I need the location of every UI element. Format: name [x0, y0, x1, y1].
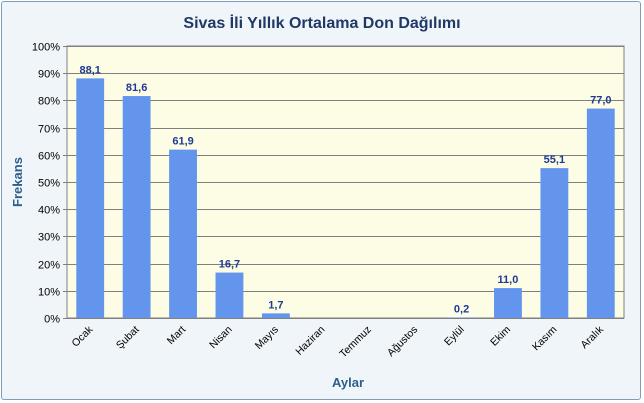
x-tick-label: Eylül: [442, 324, 467, 349]
bar: [122, 96, 151, 318]
x-tick-label: Kasım: [530, 323, 560, 353]
data-label: 0,2: [454, 303, 469, 315]
x-tick-label: Mayıs: [253, 324, 281, 352]
y-tick-label: 40%: [38, 205, 60, 217]
x-tick-label: Şubat: [114, 324, 142, 352]
bar: [261, 313, 290, 318]
y-tick-label: 0%: [44, 314, 60, 326]
x-tick-label: Aralık: [578, 323, 606, 351]
data-label: 11,0: [498, 274, 519, 286]
y-tick-label: 70%: [38, 124, 60, 136]
bar: [169, 149, 197, 318]
data-label: 55,1: [544, 154, 565, 166]
x-tick-label: Ocak: [70, 323, 96, 349]
data-label: 61,9: [172, 136, 193, 148]
x-tick-label: Nisan: [207, 324, 235, 352]
data-label: 1,7: [268, 299, 283, 311]
y-tick-label: 60%: [38, 151, 60, 163]
x-tick-label: Ağustos: [385, 324, 420, 359]
data-label: 77,0: [590, 95, 611, 107]
y-tick-label: 30%: [38, 232, 60, 244]
x-tick-label: Mart: [165, 324, 188, 347]
bar: [494, 288, 522, 318]
bar: [586, 108, 615, 318]
bar: [540, 168, 569, 318]
bar: [76, 78, 105, 318]
y-tick-label: 80%: [38, 96, 60, 108]
data-label: 81,6: [126, 82, 147, 94]
y-tick-label: 90%: [38, 69, 60, 81]
chart-title: Sivas İli Yıllık Ortalama Don Dağılımı: [183, 14, 460, 32]
y-tick-label: 10%: [38, 287, 60, 299]
x-tick-label: Ekim: [488, 323, 513, 348]
bar: [215, 272, 244, 318]
y-tick-label: 50%: [38, 178, 60, 190]
x-axis-title: Aylar: [332, 375, 364, 390]
y-tick-label: 100%: [32, 42, 60, 54]
y-axis-title: Frekans: [10, 157, 25, 207]
data-label: 16,7: [219, 259, 240, 271]
x-tick-label: Haziran: [293, 324, 327, 358]
bar: [447, 317, 476, 318]
y-tick-label: 20%: [38, 260, 60, 272]
data-label: 88,1: [79, 64, 100, 76]
plot-area: 0% 10% 20% 30% 40% 50% 60% 70% 80% 90% 100% 88,1 Oca…: [32, 42, 625, 361]
x-tick-label: Temmuz: [337, 324, 374, 361]
